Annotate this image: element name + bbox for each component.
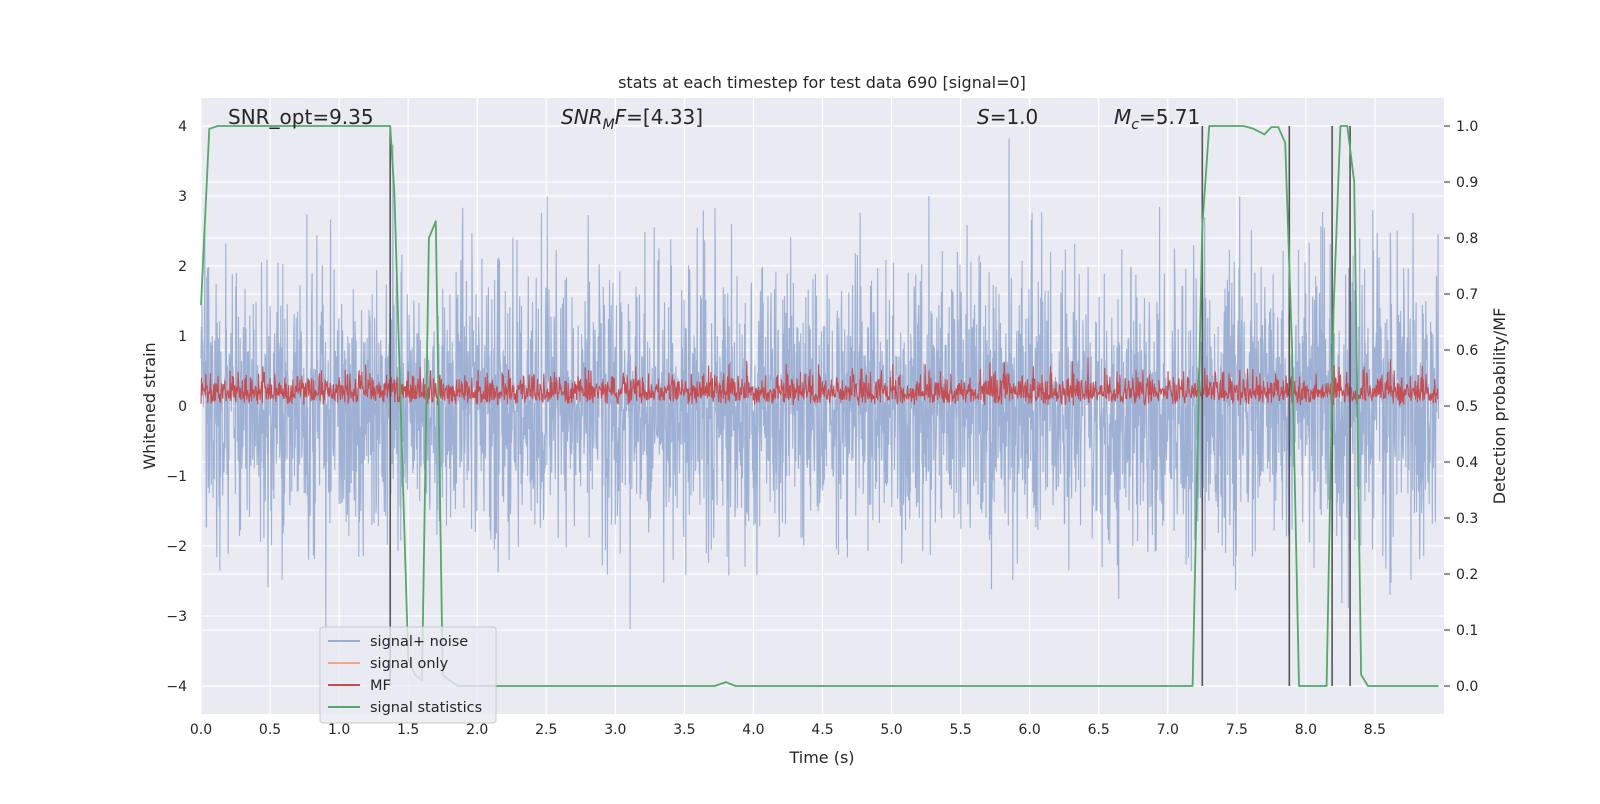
signal-noise-line: [200, 138, 1440, 630]
x-tick-label: 2.0: [466, 722, 488, 738]
legend: signal+ noise signal only MF signal stat…: [319, 626, 497, 724]
y2-tick-label: 0.1: [1456, 623, 1478, 639]
x-tick-label: 4.5: [811, 722, 833, 738]
x-tick-label: 5.0: [880, 722, 902, 738]
y-tick-label: −3: [166, 609, 187, 625]
chart-title: stats at each timestep for test data 690…: [618, 73, 1026, 92]
annotation-snr-mf-sub: M: [603, 117, 615, 133]
x-tick-label: 6.0: [1019, 722, 1041, 738]
y2-tick-label: 0.9: [1456, 175, 1478, 191]
annotation-snr-opt: SNR_opt=9.35: [228, 105, 374, 129]
x-tick-label: 0.5: [259, 722, 281, 738]
x-tick-label: 1.0: [328, 722, 350, 738]
x-tick-label: 1.5: [397, 722, 419, 738]
y2-tick-label: 0.7: [1456, 287, 1478, 303]
y2-tick-label: 0.0: [1456, 679, 1478, 695]
annotation-snr-mf: SNRMF=[4.33]: [561, 105, 703, 133]
x-tick-label: 8.0: [1295, 722, 1317, 738]
signal-statistics-series: [200, 125, 1439, 687]
x-tick-label: 3.5: [673, 722, 695, 738]
y2-tick-label: 0.5: [1456, 399, 1478, 415]
axes: 0.0 0.5 1.0 1.5 2.0 2.5 3.0 3.5 4.0 4.5 5.0 5.5 6.0 6…: [166, 119, 1478, 738]
signal-statistics-line: [200, 125, 1439, 687]
annotation-mc-sub: c: [1131, 117, 1139, 133]
x-tick-label: 4.0: [742, 722, 764, 738]
x-tick-label: 8.5: [1364, 722, 1386, 738]
annotation-snr-mf-base: SNR: [561, 105, 603, 129]
legend-label-signal-noise: signal+ noise: [370, 634, 468, 650]
annotation-s: S=1.0: [977, 105, 1038, 129]
annotations: SNR_opt=9.35 SNRMF=[4.33] S=1.0 Mc=5.71: [228, 105, 1200, 133]
y-tick-label: 4: [178, 119, 187, 135]
y-tick-label: 0: [178, 399, 187, 415]
annotation-snr-mf-f: F: [615, 105, 627, 129]
mf-series: [200, 357, 1439, 406]
y-axis-label: Whitened strain: [140, 342, 159, 469]
mf-line: [200, 357, 1439, 406]
y-tick-label: −1: [166, 469, 187, 485]
annotation-mc: Mc=5.71: [1114, 105, 1200, 133]
legend-label-mf: MF: [370, 678, 391, 694]
legend-box: [319, 626, 497, 724]
y2-tick-label: 0.3: [1456, 511, 1478, 527]
x-axis-label: Time (s): [788, 748, 854, 767]
x-tick-label: 0.0: [190, 722, 212, 738]
signal-noise-series: [200, 138, 1440, 630]
y-tick-label: 1: [178, 329, 187, 345]
y2-tick-label: 0.2: [1456, 567, 1478, 583]
y2-axis-label: Detection probability/MF: [1490, 308, 1509, 505]
y2-tick-label: 0.8: [1456, 231, 1478, 247]
y-tick-label: −2: [166, 539, 187, 555]
annotation-s-var: S: [977, 105, 990, 129]
annotation-mc-base: M: [1114, 105, 1131, 129]
y2-tick-label: 1.0: [1456, 119, 1478, 135]
annotation-s-value: =1.0: [990, 105, 1039, 129]
x-tick-label: 7.5: [1226, 722, 1248, 738]
x-tick-label: 7.0: [1157, 722, 1179, 738]
y-tick-label: −4: [166, 679, 187, 695]
legend-label-signal-only: signal only: [370, 656, 449, 672]
y2-tick-label: 0.4: [1456, 455, 1478, 471]
annotation-mc-value: =5.71: [1139, 105, 1200, 129]
annotation-snr-mf-value: =[4.33]: [626, 105, 703, 129]
x-tick-label: 2.5: [535, 722, 557, 738]
x-tick-label: 5.5: [949, 722, 971, 738]
y2-tick-label: 0.6: [1456, 343, 1478, 359]
y-tick-label: 3: [178, 189, 187, 205]
x-tick-label: 3.0: [604, 722, 626, 738]
y-tick-label: 2: [178, 259, 187, 275]
x-tick-label: 6.5: [1088, 722, 1110, 738]
legend-label-signal-statistics: signal statistics: [370, 700, 482, 716]
